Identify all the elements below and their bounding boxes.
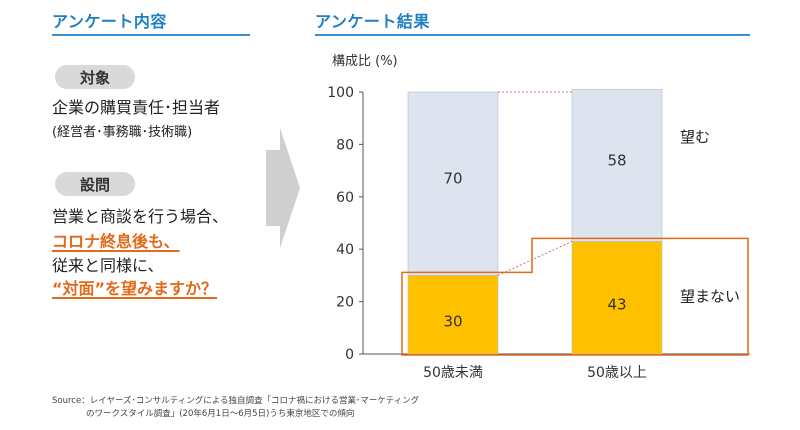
source-note: Source：レイヤーズ･コンサルティングによる独自調査「コロナ禍における営業･… [52,395,419,421]
category-label: 50歳未満 [423,365,483,381]
legend-want: 望む [680,128,710,146]
source-line-2: のワークスタイル調査」(20年6月1日～6月5日)うち東京地区での傾向 [86,409,355,419]
target-line-1: 企業の購買責任･担当者 [52,98,221,117]
y-tick-label: 60 [336,190,354,206]
bar-segment [407,275,499,355]
y-tick-label: 20 [336,295,354,311]
data-label: 70 [443,170,462,188]
data-label: 30 [443,313,462,331]
question-line-1: 営業と商談を行う場合、 [52,207,229,226]
bar-segment [407,91,499,276]
data-label: 43 [607,296,626,314]
question-badge: 設問 [55,172,135,196]
y-tick-label: 100 [327,85,354,101]
bar-segment [571,89,663,242]
legend-not-want: 望まない [680,288,740,306]
y-tick-label: 0 [345,347,354,363]
y-tick-label: 80 [336,137,354,153]
highlight-outline [401,237,749,356]
target-line-2: (経営者･事務職･技術職) [52,125,193,140]
target-badge: 対象 [55,65,135,89]
question-line-2: コロナ終息後も、 [52,232,180,251]
bar-segment [571,241,663,355]
category-label: 50歳以上 [587,365,647,381]
question-line-4: “対面”を望みますか？ [52,279,218,298]
survey-content-title: アンケート内容 [52,12,167,31]
survey-result-rule [315,34,750,36]
data-label: 58 [607,151,626,169]
arrow-right-icon [266,128,300,248]
y-tick-label: 40 [336,242,354,258]
survey-result-title: アンケート結果 [315,12,430,31]
survey-content-rule [52,34,250,36]
question-line-3: 従来と同様に、 [52,256,164,275]
source-line-1: Source：レイヤーズ･コンサルティングによる独自調査「コロナ禍における営業･… [52,396,420,406]
y-axis-label: 構成比 (%) [332,54,398,69]
mid-connector-line [497,240,573,276]
